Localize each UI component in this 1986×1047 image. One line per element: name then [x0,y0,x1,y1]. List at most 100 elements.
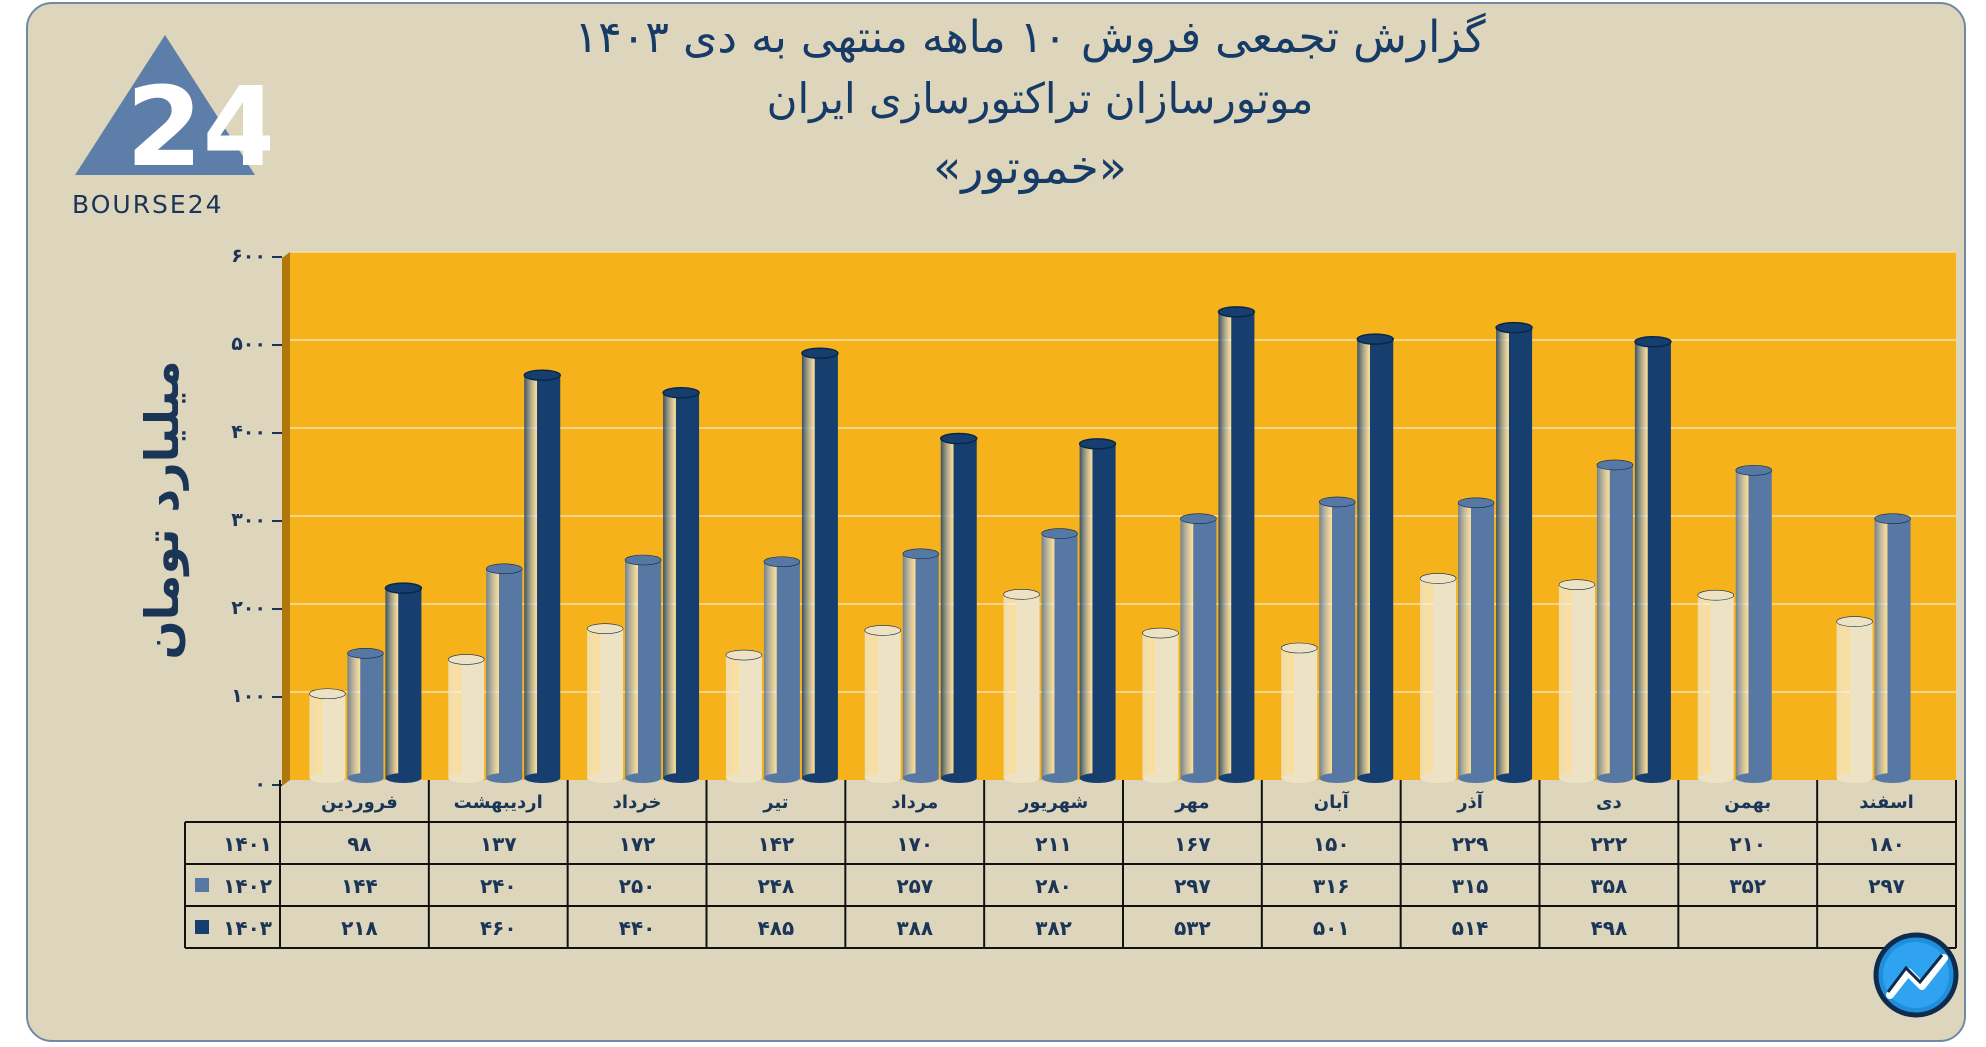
bar-body [1735,470,1772,778]
bar [1180,513,1217,783]
legend-swatch [195,920,209,934]
table-cell: ۲۵۰ [619,874,656,898]
bars [309,306,1911,783]
month-label: دی [1596,792,1622,813]
bar-base [1357,773,1394,783]
bar [1003,589,1040,783]
bar-cap [1495,321,1533,334]
bar-cap [1142,627,1179,639]
bar-body [1420,578,1457,778]
gridlines [290,251,1956,693]
bar [1457,497,1495,783]
bar-cap [1280,642,1318,654]
y-tick-label: ۰ [254,773,266,795]
bar-body [801,353,838,778]
table-cell: ۱۵۰ [1313,832,1350,856]
bar-cap [1634,336,1672,348]
bar-base [1041,773,1078,783]
bar-base [1142,773,1179,783]
bar [763,556,801,783]
bar [1280,642,1318,783]
bar-base [347,773,384,783]
bar-cap [1697,589,1735,601]
bar-cap [1874,513,1911,524]
y-axis-label: میلیارد تومان [135,360,189,659]
month-label: اسفند [1859,792,1914,813]
bar-cap [940,432,978,445]
bar [1078,438,1117,783]
table-cell: ۱۸۰ [1868,832,1905,856]
bar-body [385,588,422,778]
month-label: آبان [1314,790,1350,813]
bar-base [1874,773,1911,783]
y-tick-label: ۳۰۰ [231,509,266,531]
month-label: بهمن [1724,792,1771,813]
table-cell: ۱۶۷ [1174,832,1211,856]
table-cell: ۱۳۷ [480,832,517,856]
bar-cap [1180,513,1217,524]
table-cell: ۴۴۰ [619,916,656,940]
company-name: موتورسازان تراکتورسازی ایران [766,74,1314,123]
bar-base [725,773,762,783]
table-cell: ۲۴۰ [480,874,517,898]
bar-base [1218,773,1255,783]
bar-cap [662,387,700,399]
bar-body [663,392,700,778]
bar [864,625,902,783]
bar-base [385,773,422,783]
bar [309,688,346,783]
table-cell: ۲۴۸ [758,874,795,898]
bar-cap [586,623,624,634]
bar-body [1836,621,1873,778]
bar [1836,616,1873,783]
y-tick-label: ۵۰۰ [231,333,266,355]
table-cell: ۱۷۲ [619,832,656,856]
bar-body [1496,327,1533,778]
bar-cap [1596,459,1634,471]
y-tick-label: ۲۰۰ [231,597,266,619]
bar [523,369,561,783]
table-cell: ۲۹۷ [1868,874,1905,898]
table-cell: ۲۲۹ [1452,832,1489,856]
bar-cap [1356,333,1394,345]
month-label: آذر [1456,790,1484,813]
bar-base [1558,773,1595,783]
bar-body [1218,311,1255,778]
bar-body [1458,502,1495,778]
bar-cap [1217,306,1256,318]
bar-body [1357,339,1394,778]
bar-body [1281,648,1318,778]
table-cell: ۵۱۴ [1452,916,1489,940]
table-cell: ۹۸ [347,832,371,856]
bar-cap [1078,438,1117,450]
bar [902,548,940,783]
table-cell: ۴۸۵ [758,916,795,940]
bar-body [587,628,624,778]
bar [662,387,700,783]
table-cell: ۳۸۸ [896,916,933,940]
bar-body [763,561,800,778]
bar-base [1281,773,1318,783]
table-cell: ۲۱۸ [341,916,378,940]
bar [1697,589,1735,783]
table-cell: ۲۹۷ [1174,874,1211,898]
bar-base [486,773,523,783]
bar [1558,579,1596,783]
bar-cap [801,347,839,359]
ticker-symbol: «خموتور» [933,140,1127,194]
bar-body [1142,633,1179,778]
bar [624,554,662,783]
bar [447,654,485,783]
bar [1596,459,1634,783]
bar-body [940,438,977,778]
bar-base [763,773,800,783]
table-cell: ۱۷۰ [896,832,933,856]
bar-cap [309,688,346,700]
bar-body [1319,501,1356,778]
bar-base [1003,773,1040,783]
bar-cap [1419,573,1457,584]
table-cell: ۲۵۷ [896,874,933,898]
y-tick-label: ۶۰۰ [231,245,266,267]
bar-base [801,773,838,783]
